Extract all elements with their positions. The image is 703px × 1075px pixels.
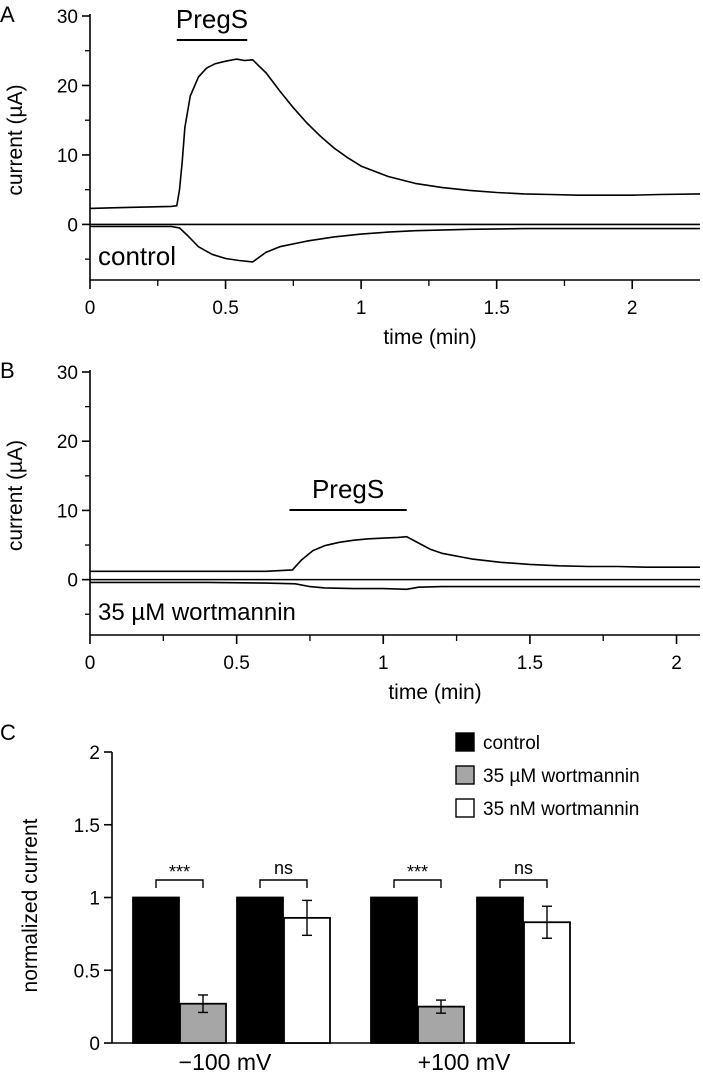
legend: control 35 µM wortmannin 35 nM wortmannin bbox=[455, 732, 640, 820]
y-tick-label: 0.5 bbox=[74, 961, 100, 982]
x-tick-label: 1.5 bbox=[517, 653, 543, 674]
panel-a-condition-label: control bbox=[98, 241, 176, 271]
y-tick-label: 30 bbox=[57, 7, 78, 28]
panel-a: A 0 10 20 30 0 0.5 1 1.5 2 current (µA) time (mi… bbox=[0, 2, 701, 349]
bar-control bbox=[476, 896, 524, 1044]
y-tick-label: 1 bbox=[89, 889, 100, 910]
x-tick-label: 1 bbox=[356, 298, 367, 319]
x-tick-label: 2 bbox=[627, 298, 638, 319]
panel-a-letter: A bbox=[0, 2, 15, 27]
significance-bracket bbox=[155, 879, 204, 888]
bar-35-nm-wortmannin bbox=[523, 921, 571, 1044]
y-tick-label: 0 bbox=[67, 215, 78, 236]
significance-label: ns bbox=[514, 858, 533, 878]
bar-control bbox=[236, 896, 284, 1044]
panel-b-pregs-label: PregS bbox=[312, 474, 384, 504]
panel-a-x-axis-label: time (min) bbox=[383, 326, 476, 349]
panel-b-x-axis-label: time (min) bbox=[388, 681, 481, 704]
current-trace-inward bbox=[90, 225, 700, 263]
y-tick-label: 20 bbox=[57, 76, 78, 97]
y-tick-label: 10 bbox=[57, 146, 78, 167]
bar-control bbox=[370, 896, 418, 1044]
current-trace-outward bbox=[89, 58, 701, 210]
group-label: +100 mV bbox=[418, 1049, 511, 1075]
panel-c-y-axis-label: normalized current bbox=[19, 818, 42, 992]
bar-35-nm-wortmannin bbox=[283, 916, 331, 1044]
significance-bracket bbox=[393, 879, 442, 888]
panel-a-y-axis-label: current (µA) bbox=[4, 84, 27, 195]
panel-b-y-axis-label: current (µA) bbox=[4, 440, 27, 551]
y-tick-label: 20 bbox=[57, 432, 78, 453]
legend-swatch bbox=[455, 765, 475, 785]
bar-35-m-wortmannin bbox=[179, 1002, 227, 1044]
panel-a-pregs-label: PregS bbox=[176, 4, 248, 34]
significance-bracket bbox=[499, 879, 548, 888]
legend-label: control bbox=[483, 733, 540, 754]
x-tick-label: 2 bbox=[671, 653, 682, 674]
y-tick-label: 2 bbox=[89, 743, 100, 764]
group-label: −100 mV bbox=[179, 1049, 272, 1075]
significance-label: *** bbox=[407, 862, 428, 882]
current-trace-outward bbox=[90, 535, 700, 573]
current-trace-inward bbox=[90, 581, 700, 591]
y-tick-label: 0 bbox=[89, 1034, 100, 1055]
legend-swatch bbox=[455, 732, 475, 752]
y-tick-label: 30 bbox=[57, 363, 78, 384]
y-tick-label: 0 bbox=[67, 571, 78, 592]
legend-swatch bbox=[455, 798, 475, 818]
panel-c-letter: C bbox=[0, 720, 16, 745]
legend-label: 35 nM wortmannin bbox=[483, 799, 639, 820]
panel-b: B 0 10 20 30 0 0.5 1 1.5 2 current (µA) time (mi… bbox=[0, 358, 700, 704]
significance-bracket bbox=[259, 879, 308, 888]
x-tick-label: 0.5 bbox=[212, 298, 238, 319]
x-tick-label: 1.5 bbox=[483, 298, 509, 319]
significance-label: ns bbox=[274, 858, 293, 878]
x-tick-label: 0 bbox=[85, 653, 96, 674]
x-tick-label: 0.5 bbox=[223, 653, 249, 674]
x-tick-label: 1 bbox=[378, 653, 389, 674]
y-tick-label: 10 bbox=[57, 501, 78, 522]
y-tick-label: 1.5 bbox=[74, 816, 100, 837]
panel-c: C 0 0.5 1 1.5 2 *** ns *** ns −100 mV +100 mV con… bbox=[0, 720, 640, 1075]
panel-b-letter: B bbox=[0, 358, 15, 383]
significance-label: *** bbox=[169, 862, 190, 882]
x-tick-label: 0 bbox=[85, 298, 96, 319]
panel-b-condition-label: 35 µM wortmannin bbox=[98, 599, 296, 626]
bar-control bbox=[132, 896, 180, 1044]
legend-label: 35 µM wortmannin bbox=[483, 766, 640, 787]
